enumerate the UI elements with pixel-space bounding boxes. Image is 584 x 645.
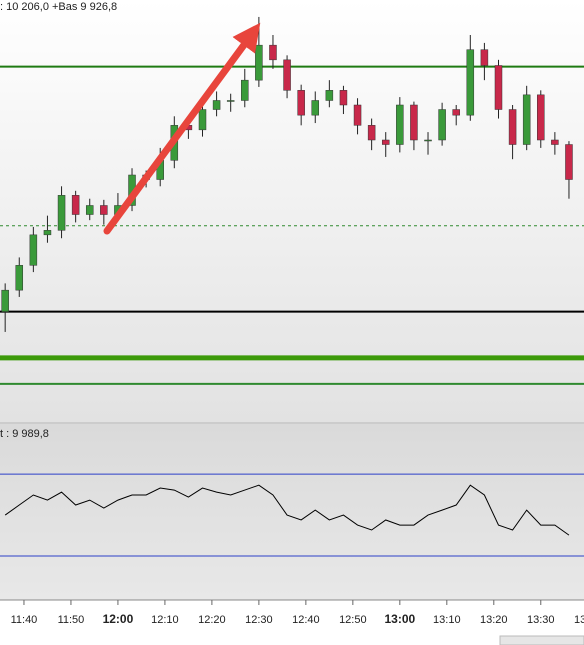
- candle-body: [466, 49, 475, 116]
- x-tick-label: 12:20: [198, 614, 226, 626]
- candle-body: [71, 195, 80, 215]
- candle-body: [410, 104, 418, 141]
- candle-body: [522, 94, 531, 145]
- candle-body: [494, 65, 503, 110]
- candle-body: [283, 59, 291, 91]
- candle-body: [297, 90, 305, 116]
- x-tick-label: 11:50: [58, 614, 85, 626]
- candle-body: [15, 265, 24, 291]
- candle-body: [537, 94, 545, 141]
- price-panel: [0, 0, 584, 422]
- candle-body: [100, 205, 108, 215]
- x-tick-label: 13:40: [574, 614, 584, 626]
- candle-body: [226, 100, 235, 102]
- candle-body: [438, 109, 446, 141]
- x-tick-label: 12:10: [151, 614, 179, 626]
- candle-body: [396, 104, 404, 145]
- oscillator-line: [4, 484, 570, 536]
- candle-body: [311, 100, 320, 116]
- x-tick-label: 13:10: [433, 614, 461, 626]
- candle-body: [424, 139, 432, 142]
- x-tick-label: 12:00: [103, 612, 134, 626]
- candle-body: [57, 195, 66, 231]
- trend-arrow: [103, 22, 261, 235]
- candle-body: [85, 205, 94, 215]
- x-tick-label: 13:30: [527, 614, 555, 626]
- x-tick-label: 13:20: [480, 614, 508, 626]
- x-tick-label: 11:40: [11, 614, 38, 626]
- candle-body: [381, 139, 390, 145]
- x-tick-label: 12:50: [339, 614, 367, 626]
- candle-body: [508, 109, 517, 145]
- candle-body: [325, 90, 334, 101]
- candle-body: [452, 109, 460, 116]
- candle-body: [212, 100, 221, 110]
- time-axis: [0, 600, 584, 645]
- candle-body: [255, 44, 263, 81]
- candle-body: [198, 109, 207, 131]
- candle-body: [43, 230, 52, 236]
- oscillator-header: t : 9 989,8: [0, 428, 49, 440]
- candle-body: [367, 125, 376, 141]
- candle-body: [241, 79, 249, 101]
- price-chart: [0, 16, 584, 385]
- x-tick-label: 12:30: [245, 614, 273, 626]
- candle-body: [339, 90, 348, 106]
- scrollbar[interactable]: [499, 635, 584, 645]
- candle-body: [269, 44, 277, 61]
- candle-body: [480, 49, 489, 66]
- candle-body: [353, 104, 362, 126]
- candle-body: [29, 234, 38, 266]
- oscillator-panel: [0, 424, 584, 600]
- candle-body: [1, 289, 9, 312]
- oscillator-chart: 11:40 11:50 12:00 12:10 12:20 12:30 12:40 12:50…: [0, 473, 584, 626]
- x-tick-label: 13:00: [384, 612, 415, 626]
- price-header: : 10 206,0 +Bas 9 926,8: [0, 1, 117, 13]
- candle-body: [551, 139, 559, 145]
- x-tick-label: 12:40: [292, 614, 320, 626]
- candle-body: [565, 144, 573, 180]
